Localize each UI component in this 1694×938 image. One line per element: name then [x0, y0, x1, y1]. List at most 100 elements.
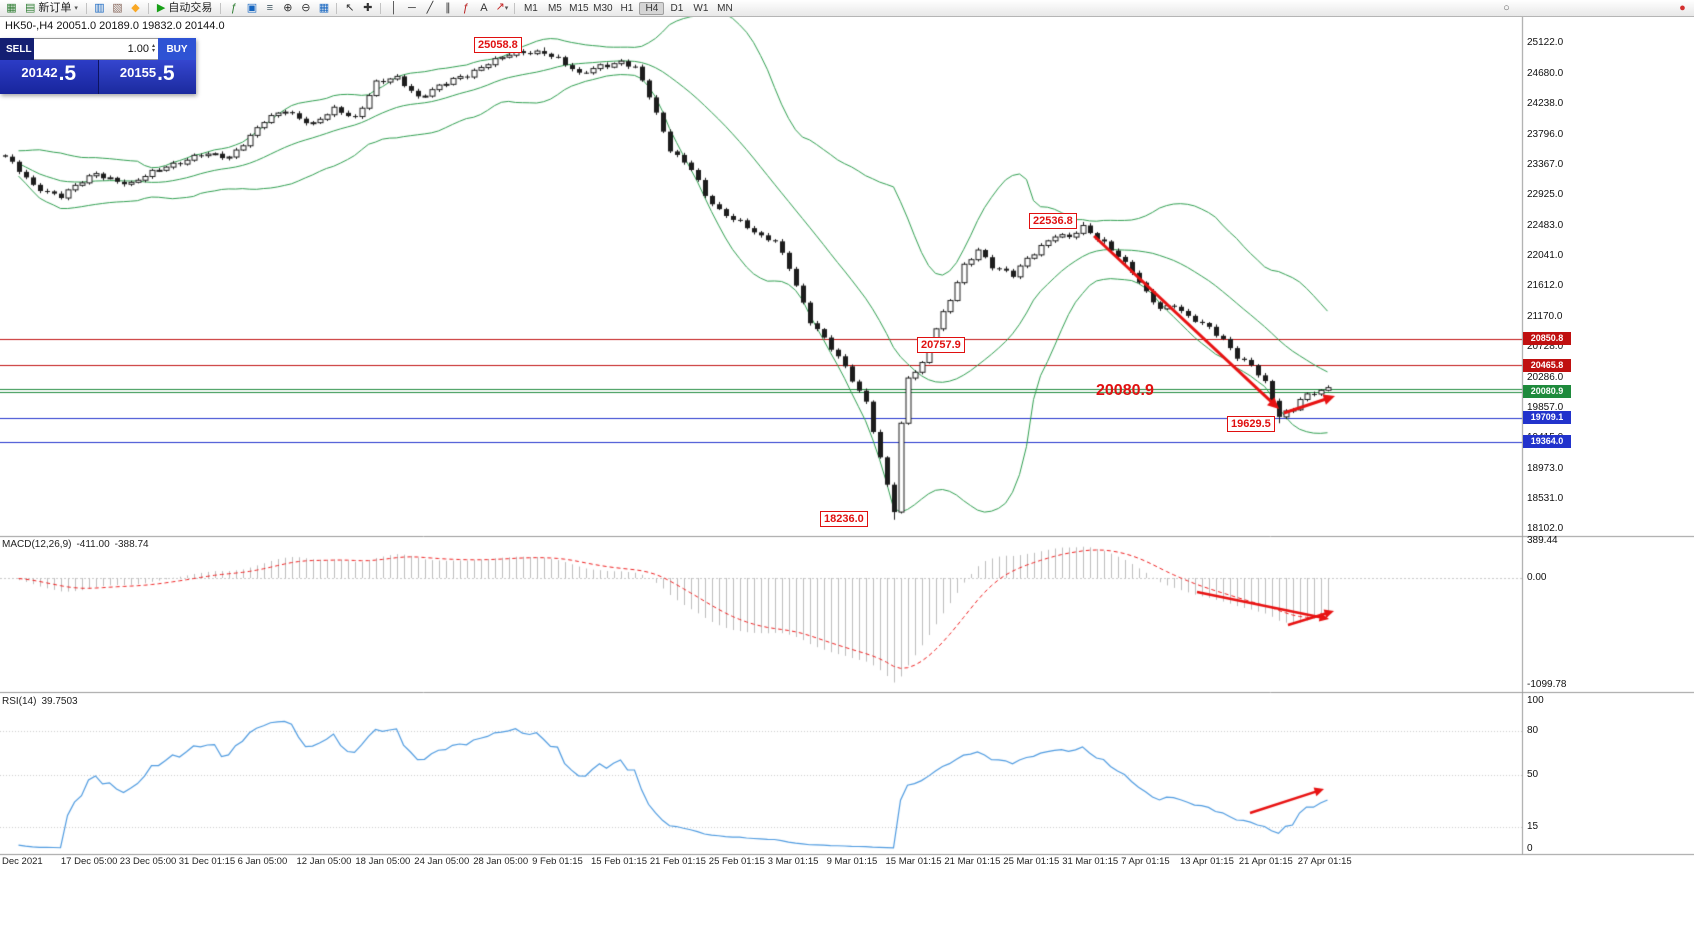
timeframe-m30-button[interactable]: M30: [593, 2, 613, 14]
autotrade-button[interactable]: ▶ 自动交易: [153, 1, 216, 16]
charts-icon[interactable]: ▥: [91, 1, 108, 16]
crosshair-icon[interactable]: ✚: [359, 1, 376, 16]
trade-prices-row: 20142.5 20155.5: [0, 60, 196, 94]
profiles-icon: ▧: [112, 1, 123, 14]
macd-value: -411.00: [76, 539, 110, 550]
arrows-icon: ↗: [495, 1, 505, 13]
volume-up-icon[interactable]: ▴: [151, 43, 155, 49]
time-axis-label: 3 Mar 01:15: [767, 856, 819, 867]
timeframe-h4-button[interactable]: H4: [639, 1, 665, 15]
support-level-label[interactable]: 20080.9: [1096, 382, 1154, 399]
autotrade-icon: ▶: [156, 1, 166, 14]
price-axis-label: 24238.0: [1527, 98, 1564, 110]
price-callout[interactable]: 25058.8: [474, 37, 522, 53]
price-axis-label: 25122.0: [1527, 37, 1564, 48]
price-axis-label: 24680.0: [1527, 67, 1564, 79]
time-axis-label: 13 Apr 01:15: [1180, 856, 1234, 867]
autotrade-button-label: 自动交易: [168, 1, 213, 14]
objects-list-icon: ≡: [266, 1, 274, 14]
time-axis-label: 31 Dec 01:15: [178, 856, 236, 867]
price-axis-label: 22925.0: [1527, 189, 1564, 201]
time-axis-label: 24 Jan 05:00: [414, 856, 470, 867]
timeframe-m5-button[interactable]: M5: [547, 2, 562, 14]
macd-indicator-label: MACD(12,26,9) -411.00 -388.74: [2, 539, 149, 550]
timeframe-h1-button[interactable]: H1: [620, 2, 634, 14]
indicators-icon[interactable]: ƒ: [225, 1, 242, 16]
price-level-tag: 19709.1: [1523, 411, 1571, 425]
caret-down-icon: ▾: [74, 4, 78, 12]
rsi-axis-label: 100: [1527, 695, 1544, 706]
community-icon[interactable]: ●: [1674, 1, 1691, 16]
zoom-out-icon[interactable]: ⊖: [297, 1, 314, 16]
time-axis-label: 17 Dec 05:00: [60, 856, 118, 867]
charts-icon: ▥: [94, 1, 105, 14]
price-callout[interactable]: 18236.0: [820, 511, 868, 527]
time-axis-label: Dec 2021: [2, 856, 43, 867]
buy-price[interactable]: 20155.5: [98, 60, 196, 94]
volume-value: 1.00: [127, 43, 149, 55]
one-click-trading-panel: SELL 1.00 ▴ ▾ BUY 20142.5 20155.5: [0, 38, 196, 94]
buy-button[interactable]: BUY: [158, 38, 196, 60]
macd-axis-label: 389.44: [1527, 535, 1558, 546]
trendline-icon[interactable]: ╱: [421, 1, 438, 16]
timeframe-m15-button[interactable]: M15: [569, 2, 589, 14]
price-callout[interactable]: 20757.9: [917, 337, 965, 353]
sell-button[interactable]: SELL: [0, 38, 34, 60]
new-order-button[interactable]: ▤ 新订单 ▾: [21, 1, 82, 16]
channel-icon[interactable]: ∥: [439, 1, 456, 16]
new-order-icon: ▤: [25, 1, 36, 14]
chart-title: HK50-,H4 20051.0 20189.0 19832.0 20144.0: [5, 20, 225, 32]
time-axis-label: 28 Jan 05:00: [473, 856, 529, 867]
price-axis-label: 20728.0: [1527, 341, 1564, 353]
macd-axis-label: 0.00: [1527, 572, 1547, 583]
sell-price[interactable]: 20142.5: [0, 60, 99, 94]
sell-price-main: 20142: [21, 65, 58, 80]
tile-windows-icon[interactable]: ▦: [315, 1, 332, 16]
horizontal-line-icon[interactable]: ─: [403, 1, 420, 16]
price-callout[interactable]: 19629.5: [1227, 416, 1275, 432]
volume-spin-icons[interactable]: ▴ ▾: [151, 43, 155, 54]
price-level-tag: 20080.9: [1523, 385, 1571, 399]
fibonacci-icon[interactable]: ƒ: [457, 1, 474, 16]
timeframe-mn-button[interactable]: MN: [717, 2, 733, 14]
arrows-icon[interactable]: ↗▾: [493, 0, 510, 16]
volume-down-icon[interactable]: ▾: [151, 48, 155, 54]
time-axis-label: 9 Feb 01:15: [532, 856, 583, 867]
alerts-icon: ◆: [131, 1, 140, 14]
zoom-in-icon[interactable]: ⊕: [279, 1, 296, 16]
new-order-button-label: 新订单: [38, 1, 72, 14]
time-axis-label: 18 Jan 05:00: [355, 856, 411, 867]
toolbar-separator: [147, 2, 149, 14]
new-chart-icon[interactable]: ▦: [3, 1, 20, 16]
indicators-icon: ƒ: [230, 1, 237, 14]
vertical-line-icon: │: [390, 1, 398, 14]
timeframe-m1-button[interactable]: M1: [523, 2, 538, 14]
price-axis-label: 18973.0: [1527, 462, 1564, 474]
price-axis-label: 23367.0: [1527, 158, 1564, 170]
search-icon: ○: [1503, 1, 1510, 14]
vertical-line-icon[interactable]: │: [385, 1, 402, 16]
timeframe-d1-button[interactable]: D1: [670, 2, 684, 14]
text-icon: A: [480, 1, 488, 14]
time-axis-label: 23 Dec 05:00: [119, 856, 177, 867]
indicator-window-icon[interactable]: ▣: [243, 1, 260, 16]
timeframe-w1-button[interactable]: W1: [693, 2, 709, 14]
cursor-icon[interactable]: ↖: [341, 1, 358, 16]
rsi-axis-label: 50: [1527, 769, 1539, 780]
search-icon[interactable]: ○: [1498, 1, 1515, 16]
fibonacci-icon: ƒ: [462, 1, 469, 14]
text-icon[interactable]: A: [475, 1, 492, 16]
alerts-icon[interactable]: ◆: [127, 1, 144, 16]
volume-stepper[interactable]: 1.00 ▴ ▾: [34, 38, 158, 60]
profiles-icon[interactable]: ▧: [109, 1, 126, 16]
indicator-window-icon: ▣: [246, 1, 258, 14]
objects-list-icon[interactable]: ≡: [261, 1, 278, 16]
cursor-icon: ↖: [345, 1, 355, 14]
price-axis-label: 21170.0: [1527, 310, 1563, 322]
price-callout[interactable]: 22536.8: [1029, 213, 1077, 229]
buy-price-frac: .5: [157, 62, 175, 85]
buy-price-main: 20155: [119, 65, 157, 80]
price-axis-label: 18102.0: [1527, 523, 1564, 534]
time-axis-label: 25 Feb 01:15: [708, 856, 765, 867]
